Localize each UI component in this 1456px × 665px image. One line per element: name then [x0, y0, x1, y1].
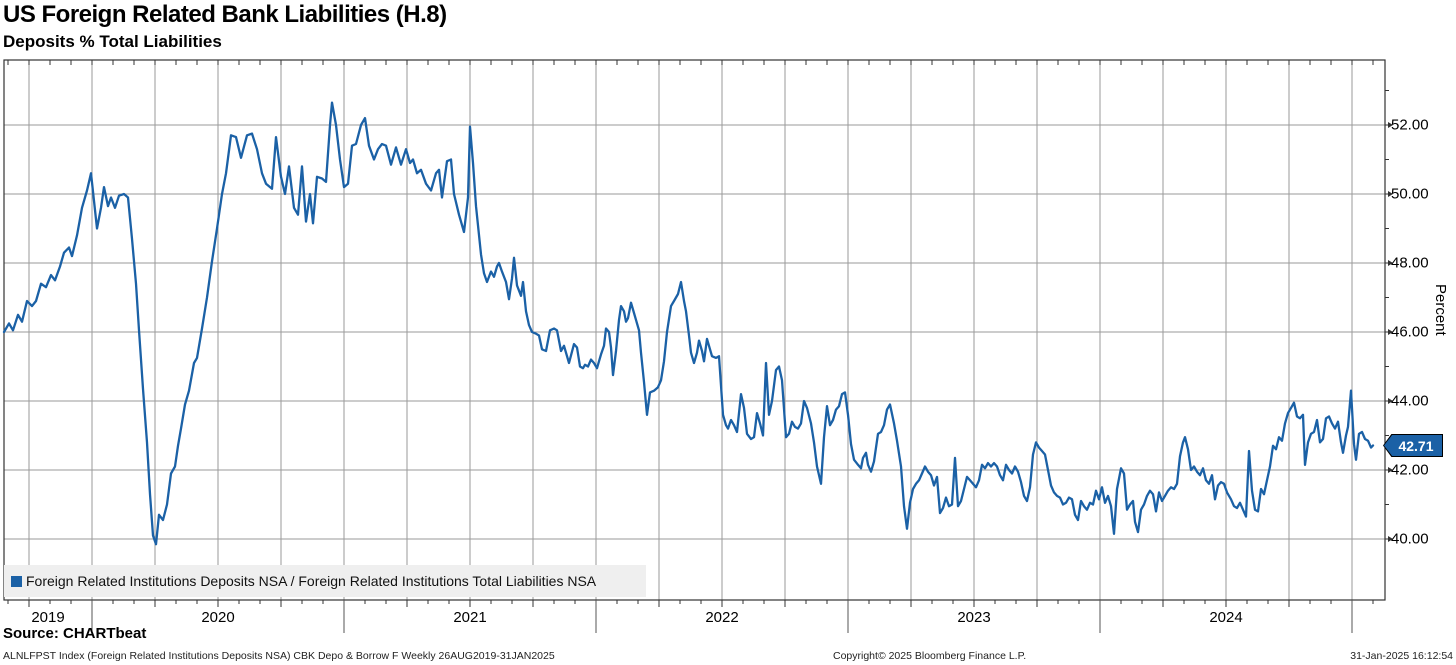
y-tick-label: 42.00: [1391, 461, 1429, 479]
x-year-label: 2019: [31, 609, 65, 626]
y-tick-label: 52.00: [1391, 116, 1429, 134]
x-year-label: 2023: [957, 609, 991, 626]
x-year-label: 2024: [1209, 609, 1243, 626]
security-info: ALNLFPST Index (Foreign Related Institut…: [3, 650, 555, 662]
legend-marker-icon: [11, 575, 22, 587]
y-tick-label: 44.00: [1391, 392, 1429, 410]
x-year-label: 2020: [201, 609, 235, 626]
chart-subtitle: Deposits % Total Liabilities: [3, 32, 222, 51]
source-label: Source: CHARTbeat: [3, 625, 147, 642]
last-value-badge-text: 42.71: [1384, 435, 1442, 456]
y-tick-label: 50.00: [1391, 185, 1429, 203]
copyright-text: Copyright© 2025 Bloomberg Finance L.P.: [833, 650, 1027, 662]
page-title: US Foreign Related Bank Liabilities (H.8…: [3, 1, 447, 28]
legend-label: Foreign Related Institutions Deposits NS…: [26, 573, 597, 589]
last-value-badge: 42.71: [1383, 434, 1443, 457]
timestamp-text: 31-Jan-2025 16:12:54: [1350, 650, 1453, 662]
y-tick-label: 40.00: [1391, 530, 1429, 548]
x-year-label: 2022: [705, 609, 739, 626]
y-tick-label: 48.00: [1391, 254, 1429, 272]
x-year-label: 2021: [453, 609, 487, 626]
y-axis-title: Percent: [1432, 284, 1449, 336]
y-tick-label: 46.00: [1391, 323, 1429, 341]
legend: Foreign Related Institutions Deposits NS…: [4, 565, 646, 597]
